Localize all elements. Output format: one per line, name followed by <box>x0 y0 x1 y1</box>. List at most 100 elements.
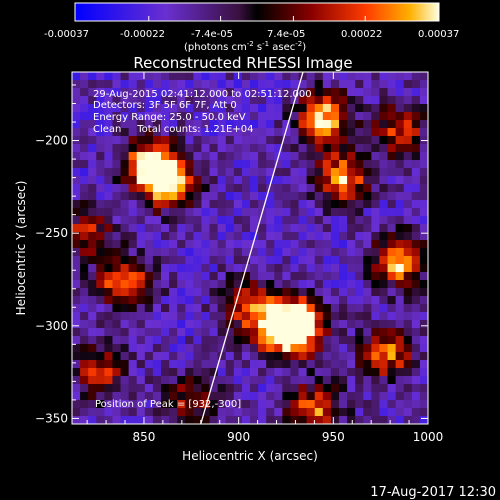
heatmap-cell <box>128 200 138 209</box>
heatmap-cell <box>161 144 170 153</box>
heatmap-cell <box>419 192 428 201</box>
heatmap-cell <box>274 264 283 273</box>
heatmap-cell <box>241 256 251 265</box>
heatmap-cell <box>128 88 138 97</box>
heatmap-cell <box>411 320 421 329</box>
heatmap-cell <box>96 272 105 281</box>
heatmap-cell <box>290 216 300 225</box>
heatmap-cell <box>185 152 194 161</box>
heatmap-cell <box>371 384 381 393</box>
heatmap-cell <box>161 224 170 233</box>
heatmap-cell <box>112 96 122 105</box>
heatmap-cell <box>193 168 203 177</box>
heatmap-cell <box>128 320 138 329</box>
heatmap-cell <box>152 112 162 121</box>
heatmap-cell <box>339 352 348 361</box>
heatmap-cell <box>241 328 251 337</box>
heatmap-cell <box>241 384 251 393</box>
heatmap-cell <box>193 184 203 193</box>
heatmap-cell <box>144 344 154 353</box>
annotation-detectors: Detectors: 3F 5F 6F 7F, Att 0 <box>93 100 237 111</box>
heatmap-cell <box>298 96 308 105</box>
heatmap-cell <box>290 360 300 369</box>
heatmap-cell <box>411 312 421 321</box>
heatmap-cell <box>403 304 413 313</box>
heatmap-cell <box>419 208 428 217</box>
heatmap-cell <box>250 392 259 401</box>
heatmap-cell <box>80 280 89 289</box>
heatmap-cell <box>411 296 421 305</box>
heatmap-cell <box>411 368 421 377</box>
heatmap-cell <box>128 272 138 281</box>
heatmap-cell <box>355 192 364 201</box>
heatmap-cell <box>266 88 275 97</box>
heatmap-cell <box>72 112 81 121</box>
heatmap-cell <box>274 272 283 281</box>
heatmap-cell <box>185 224 194 233</box>
heatmap-cell <box>322 256 332 265</box>
heatmap-cell <box>266 368 275 377</box>
heatmap-cell <box>330 400 340 409</box>
heatmap-cell <box>347 120 356 129</box>
heatmap-cell <box>379 240 389 249</box>
heatmap-cell <box>387 160 397 169</box>
heatmap-cell <box>250 280 259 289</box>
heatmap-cell <box>72 200 81 209</box>
heatmap-cell <box>258 360 267 369</box>
heatmap-cell <box>258 136 267 145</box>
heatmap-cell <box>250 88 259 97</box>
heatmap-cell <box>419 216 428 225</box>
heatmap-cell <box>282 72 292 81</box>
heatmap-cell <box>403 376 413 385</box>
heatmap-cell <box>120 328 130 337</box>
heatmap-cell <box>209 112 219 121</box>
heatmap-cell <box>104 368 114 377</box>
heatmap-cell <box>72 168 81 177</box>
heatmap-cell <box>347 416 356 424</box>
heatmap-cell <box>161 392 170 401</box>
heatmap-cell <box>266 216 275 225</box>
heatmap-cell <box>96 416 105 424</box>
heatmap-cell <box>177 208 186 217</box>
heatmap-cell <box>88 200 97 209</box>
heatmap-cell <box>266 152 275 161</box>
heatmap-cell <box>363 352 372 361</box>
heatmap-cell <box>104 392 114 401</box>
heatmap-cell <box>169 344 178 353</box>
heatmap-cell <box>241 352 251 361</box>
heatmap-cell <box>177 288 186 297</box>
heatmap-cell <box>72 80 81 89</box>
heatmap-cell <box>161 88 170 97</box>
heatmap-cell <box>96 320 105 329</box>
heatmap-cell <box>298 352 308 361</box>
heatmap-cell <box>306 360 316 369</box>
heatmap-cell <box>144 384 154 393</box>
heatmap-cell <box>298 240 308 249</box>
heatmap-cell <box>355 416 364 424</box>
heatmap-cell <box>177 312 186 321</box>
heatmap-cell <box>136 256 146 265</box>
heatmap-cell <box>371 216 381 225</box>
heatmap-cell <box>419 416 428 424</box>
heatmap-cell <box>72 320 81 329</box>
heatmap-cell <box>347 128 356 137</box>
heatmap-cell <box>169 272 178 281</box>
heatmap-cell <box>201 312 211 321</box>
heatmap-cell <box>177 200 186 209</box>
heatmap-cell <box>136 128 146 137</box>
heatmap-cell <box>152 168 162 177</box>
heatmap-cell <box>185 80 194 89</box>
heatmap-cell <box>209 256 219 265</box>
heatmap-cell <box>314 408 324 417</box>
heatmap-cell <box>72 96 81 105</box>
heatmap-cell <box>387 272 397 281</box>
heatmap-cell <box>298 88 308 97</box>
heatmap-cell <box>193 216 203 225</box>
heatmap-cell <box>355 368 364 377</box>
heatmap-cell <box>371 96 381 105</box>
heatmap-cell <box>128 128 138 137</box>
heatmap-cell <box>274 360 283 369</box>
heatmap-cell <box>282 256 292 265</box>
heatmap-cell <box>120 304 130 313</box>
x-tick-label: 950 <box>322 430 345 444</box>
